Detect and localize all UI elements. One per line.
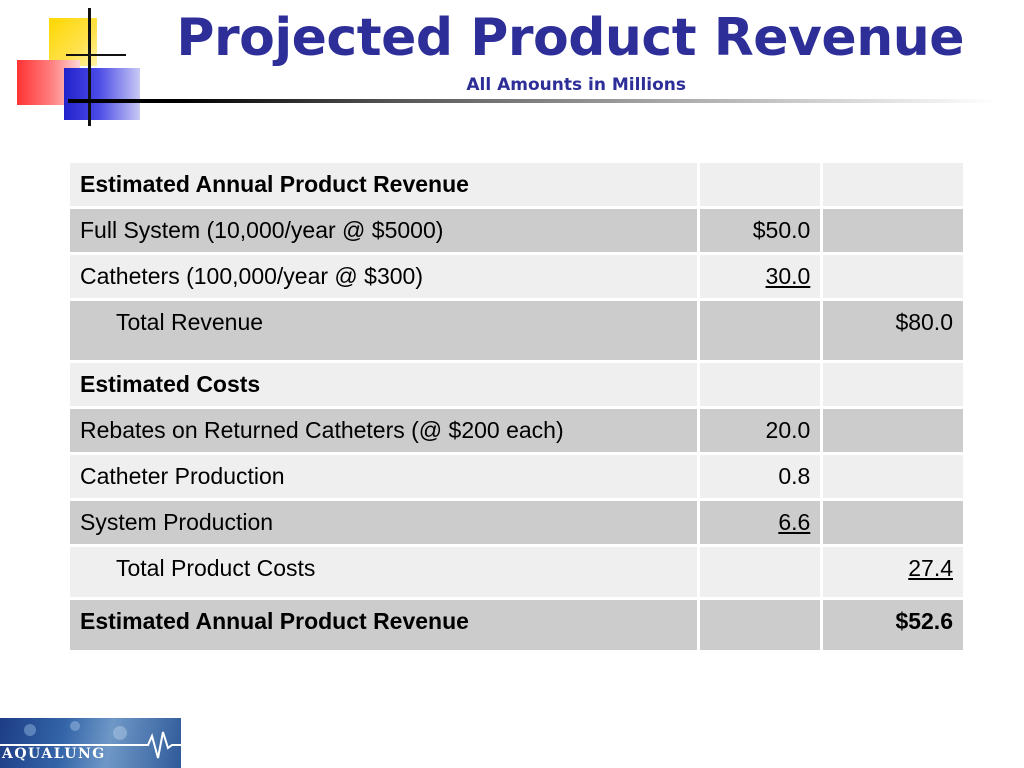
table-row-costs-header: Estimated Costs <box>67 360 966 409</box>
table-row-total-costs: Total Product Costs 27.4 <box>67 544 966 600</box>
blue-square-decoration <box>64 68 140 120</box>
short-horizontal-line-decoration <box>66 54 126 56</box>
row-label: Total Revenue <box>67 298 700 363</box>
amount-cell: 0.8 <box>696 452 824 501</box>
table-row-net-revenue: Estimated Annual Product Revenue $52.6 <box>67 597 966 653</box>
amount-value: 6.6 <box>778 509 811 535</box>
table-row-catheters: Catheters (100,000/year @ $300) 30.0 <box>67 252 966 301</box>
total-cell <box>820 160 966 209</box>
amount-cell <box>696 597 824 653</box>
total-cell: $80.0 <box>820 298 966 363</box>
row-label: Catheter Production <box>67 452 700 501</box>
table-row-full-system: Full System (10,000/year @ $5000) $50.0 <box>67 206 966 255</box>
total-cell: $52.6 <box>820 597 966 653</box>
amount-cell <box>696 298 824 363</box>
amount-cell: 6.6 <box>696 498 824 547</box>
logo-text: AQUALUNG <box>2 746 106 762</box>
corner-decoration <box>0 0 160 130</box>
row-label: Estimated Costs <box>67 360 700 409</box>
row-label: Full System (10,000/year @ $5000) <box>67 206 700 255</box>
revenue-table: Estimated Annual Product Revenue Full Sy… <box>67 160 966 653</box>
total-cell <box>820 498 966 547</box>
total-cell: 27.4 <box>820 544 966 600</box>
total-cell <box>820 206 966 255</box>
table-row-system-production: System Production 6.6 <box>67 498 966 547</box>
row-label: Catheters (100,000/year @ $300) <box>67 252 700 301</box>
total-cell <box>820 406 966 455</box>
row-label: Total Product Costs <box>67 544 700 600</box>
row-label: Rebates on Returned Catheters (@ $200 ea… <box>67 406 700 455</box>
amount-cell: 20.0 <box>696 406 824 455</box>
table-row-rebates: Rebates on Returned Catheters (@ $200 ea… <box>67 406 966 455</box>
row-label-text: Total Revenue <box>116 309 264 335</box>
amount-cell: $50.0 <box>696 206 824 255</box>
table-row-total-revenue: Total Revenue $80.0 <box>67 298 966 363</box>
logo-waveform-icon <box>0 721 181 759</box>
slide-title: Projected Product Revenue <box>176 8 964 68</box>
amount-cell <box>696 160 824 209</box>
amount-value: 30.0 <box>765 263 811 289</box>
vertical-line-decoration <box>88 8 91 126</box>
row-label: Estimated Annual Product Revenue <box>67 597 700 653</box>
amount-cell: 30.0 <box>696 252 824 301</box>
total-cell <box>820 452 966 501</box>
amount-cell <box>696 544 824 600</box>
amount-cell <box>696 360 824 409</box>
row-label: Estimated Annual Product Revenue <box>67 160 700 209</box>
title-underline-rule <box>68 99 998 103</box>
row-label: System Production <box>67 498 700 547</box>
aqualung-logo: AQUALUNG <box>0 718 181 768</box>
row-label-text: Total Product Costs <box>116 555 316 581</box>
table-row-revenue-header: Estimated Annual Product Revenue <box>67 160 966 209</box>
slide-subtitle: All Amounts in Millions <box>466 75 686 95</box>
total-cell <box>820 252 966 301</box>
total-cell <box>820 360 966 409</box>
table-row-catheter-production: Catheter Production 0.8 <box>67 452 966 501</box>
total-value: 27.4 <box>908 555 953 581</box>
